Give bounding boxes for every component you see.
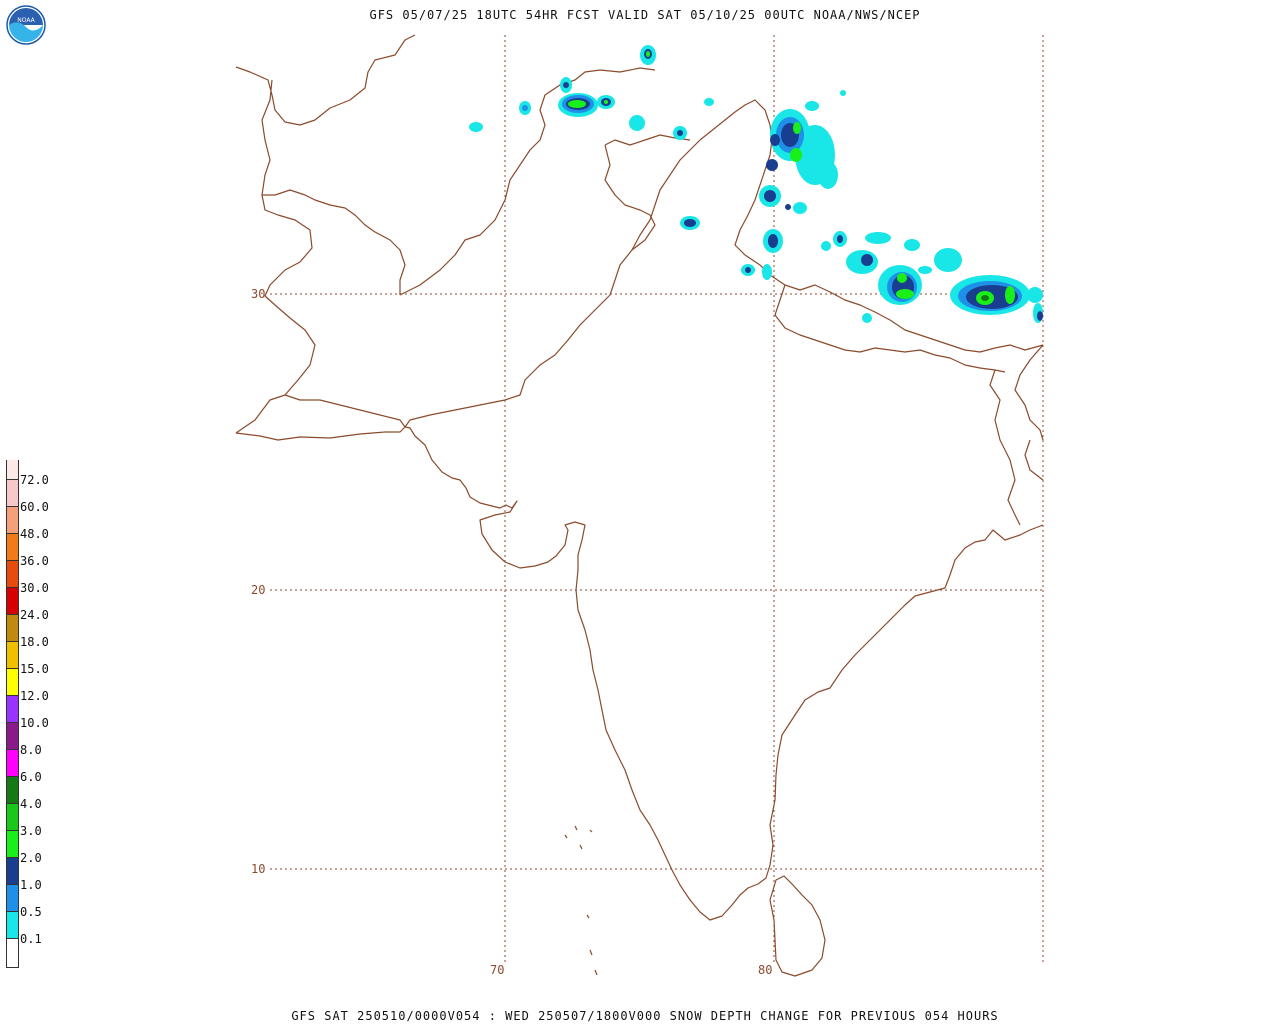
border-pakistan-north	[399, 67, 656, 296]
legend-label: 6.0	[20, 770, 42, 784]
border-pakistan-india	[404, 139, 701, 428]
legend-label: 2.0	[20, 851, 42, 865]
map-title: GFS 05/07/25 18UTC 54HR FCST VALID SAT 0…	[369, 8, 921, 22]
legend-swatch	[6, 803, 19, 830]
legend-label: 3.0	[20, 824, 42, 838]
legend-item: 12.0	[6, 689, 66, 722]
legend-label: 24.0	[20, 608, 49, 622]
boundaries	[235, 34, 1044, 977]
legend-swatch	[6, 587, 19, 614]
legend-item: 72.0	[6, 473, 66, 506]
legend-item: 30.0	[6, 581, 66, 614]
legend-swatch	[6, 641, 19, 668]
legend-label: 60.0	[20, 500, 49, 514]
legend-swatch	[6, 884, 19, 911]
legend-swatch	[6, 668, 19, 695]
legend-label: 4.0	[20, 797, 42, 811]
border-nepal-south	[774, 284, 1006, 373]
lon-label-70: 70	[490, 963, 504, 977]
legend-item: 24.0	[6, 608, 66, 641]
legend-swatch	[6, 533, 19, 560]
legend-item: 8.0	[6, 743, 66, 776]
legend-item: 4.0	[6, 797, 66, 830]
legend-item: 0.1	[6, 932, 66, 968]
map-footer: GFS SAT 250510/0000V054 : WED 250507/180…	[291, 1009, 999, 1023]
legend-swatch	[6, 830, 19, 857]
legend-item: 2.0	[6, 851, 66, 884]
legend-label: 1.0	[20, 878, 42, 892]
legend-swatch	[6, 695, 19, 722]
legend-item: 10.0	[6, 716, 66, 749]
border-iran-afghanistan	[262, 189, 406, 295]
coastline-sri-lanka	[769, 875, 826, 977]
noaa-logo: NOAA	[6, 5, 46, 45]
legend-item: 36.0	[6, 554, 66, 587]
color-legend: 72.0 60.0 48.0 36.0 30.0 24.0 18.0 15.0 12.0 10.0…	[6, 460, 66, 972]
legend-item: 60.0	[6, 500, 66, 533]
lakshadweep-islands	[564, 825, 598, 976]
legend-item: 48.0	[6, 527, 66, 560]
legend-label: 48.0	[20, 527, 49, 541]
legend-label: 8.0	[20, 743, 42, 757]
legend-item: 3.0	[6, 824, 66, 857]
legend-label: 30.0	[20, 581, 49, 595]
legend-swatch	[6, 938, 19, 968]
graticule	[270, 35, 1044, 965]
lon-label-80: 80	[758, 963, 772, 977]
border-pakistan-coast-west	[284, 394, 406, 428]
legend-label: 10.0	[20, 716, 49, 730]
legend-item: 1.0	[6, 878, 66, 911]
coastline-west-india	[235, 426, 1044, 921]
legend-swatch	[6, 857, 19, 884]
legend-swatch-top	[6, 460, 19, 479]
snow-depth-shading	[469, 45, 1043, 323]
legend-label: 0.1	[20, 932, 42, 946]
legend-item: 6.0	[6, 770, 66, 803]
lat-label-10: 10	[251, 862, 265, 876]
legend-label: 0.5	[20, 905, 42, 919]
border-afghanistan-pakistan	[235, 34, 416, 434]
legend-label: 18.0	[20, 635, 49, 649]
legend-item: 15.0	[6, 662, 66, 695]
legend-swatch	[6, 506, 19, 533]
legend-swatch	[6, 722, 19, 749]
legend-swatch	[6, 776, 19, 803]
legend-swatch	[6, 479, 19, 506]
border-bangladesh	[989, 344, 1044, 526]
legend-swatch	[6, 614, 19, 641]
noaa-logo-text: NOAA	[17, 17, 35, 24]
legend-item: 0.5	[6, 905, 66, 938]
legend-swatch	[6, 911, 19, 938]
border-china-kashmir	[604, 134, 691, 251]
lat-label-20: 20	[251, 583, 265, 597]
legend-label: 36.0	[20, 554, 49, 568]
legend-item: 18.0	[6, 635, 66, 668]
legend-swatch	[6, 749, 19, 776]
legend-label: 12.0	[20, 689, 49, 703]
legend-swatch	[6, 560, 19, 587]
legend-label: 15.0	[20, 662, 49, 676]
lat-label-30: 30	[251, 287, 265, 301]
legend-label: 72.0	[20, 473, 49, 487]
